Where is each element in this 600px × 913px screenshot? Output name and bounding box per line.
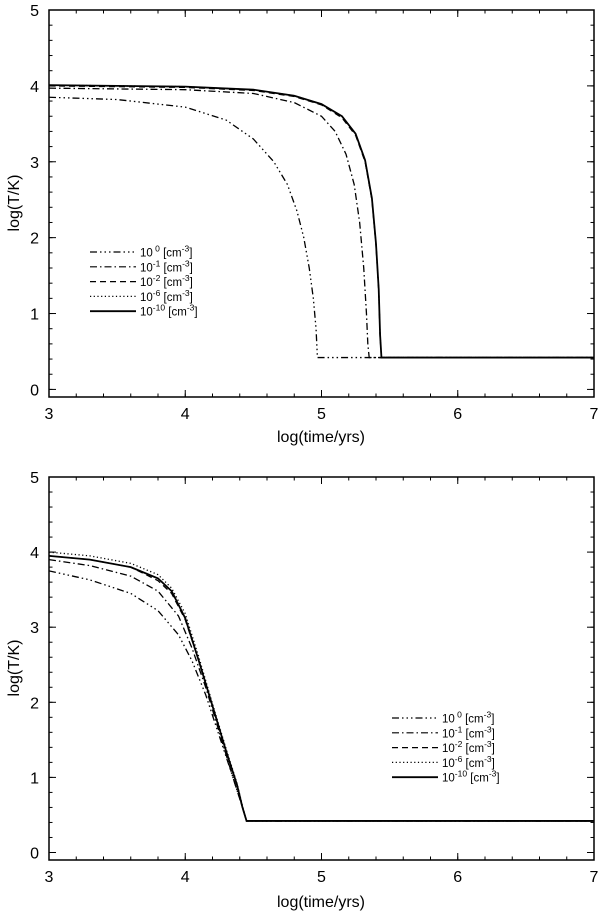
bottom-panel: 3 4 5 6 7 0 1 2 3 4 5 10 0 [cm-3]10-1 [cm-3]10-2 […	[6, 470, 599, 911]
x-tick-label: 7	[590, 869, 599, 886]
y-tick-label: 3	[30, 155, 39, 172]
y-tick-label: 1	[30, 307, 39, 324]
y-tick-label: 1	[30, 770, 39, 787]
legend-entry: 10-10 [cm-3]	[140, 303, 198, 319]
legend-entry: 10-2 [cm-3]	[140, 273, 193, 289]
x-tick-label: 6	[453, 406, 462, 423]
y-tick-label: 3	[30, 620, 39, 637]
x-tick-label: 6	[453, 869, 462, 886]
x-tick-label: 7	[590, 406, 599, 423]
legend-entry: 10-1 [cm-3]	[140, 258, 193, 274]
series-line-dash-dot-dot-dot	[48, 96, 594, 359]
top-panel: 3 4 5 6 7 0 1 2 3 4 5 10 0 [cm-3]10-1 [cm-3]10-2 […	[6, 3, 599, 446]
legend-entry: 10-6 [cm-3]	[442, 754, 495, 770]
x-tick-label: 4	[181, 869, 190, 886]
series-line-dash-dot	[48, 87, 594, 359]
bottom-series-group	[48, 551, 594, 822]
x-tick-label: 5	[317, 406, 326, 423]
x-tick-label: 3	[45, 406, 54, 423]
y-tick-label: 5	[30, 3, 39, 20]
bottom-y-axis-label: log(T/K)	[6, 640, 23, 697]
y-tick-label: 2	[30, 695, 39, 712]
y-tick-label: 0	[30, 845, 39, 862]
y-tick-label: 5	[30, 470, 39, 487]
top-x-axis-label: log(time/yrs)	[277, 429, 365, 446]
series-line-solid	[48, 554, 594, 822]
series-line-solid	[48, 84, 594, 359]
legend-entry: 10-10 [cm-3]	[442, 769, 500, 785]
bottom-x-axis-label: log(time/yrs)	[277, 894, 365, 911]
top-y-axis-label: log(T/K)	[6, 175, 23, 232]
legend-entry: 10-6 [cm-3]	[140, 288, 193, 304]
legend-entry: 10-1 [cm-3]	[442, 724, 495, 740]
y-tick-label: 4	[30, 545, 39, 562]
bottom-ticks: 3 4 5 6 7 0 1 2 3 4 5	[30, 470, 598, 886]
top-legend: 10 0 [cm-3]10-1 [cm-3]10-2 [cm-3]10-6 [c…	[90, 244, 198, 319]
bottom-legend: 10 0 [cm-3]10-1 [cm-3]10-2 [cm-3]10-6 [c…	[392, 710, 500, 785]
x-tick-label: 4	[181, 406, 190, 423]
legend-entry: 10 0 [cm-3]	[442, 710, 494, 726]
y-tick-label: 2	[30, 231, 39, 248]
y-tick-label: 0	[30, 382, 39, 399]
x-tick-label: 3	[45, 869, 54, 886]
legend-entry: 10 0 [cm-3]	[140, 244, 192, 260]
x-tick-label: 5	[317, 869, 326, 886]
y-tick-label: 4	[30, 79, 39, 96]
top-series-group	[48, 84, 594, 359]
legend-entry: 10-2 [cm-3]	[442, 739, 495, 755]
